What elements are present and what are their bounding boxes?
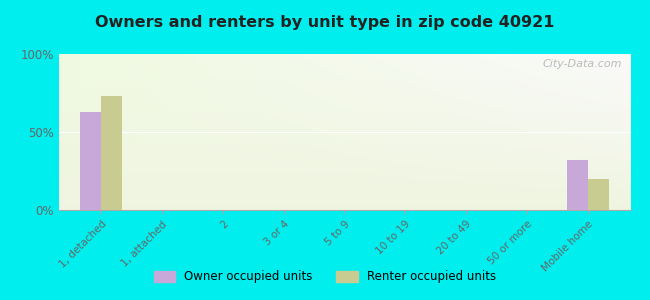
Bar xyxy=(101,96,122,210)
Bar xyxy=(80,112,101,210)
Bar xyxy=(567,160,588,210)
Legend: Owner occupied units, Renter occupied units: Owner occupied units, Renter occupied un… xyxy=(149,266,501,288)
Bar xyxy=(588,179,609,210)
Text: Owners and renters by unit type in zip code 40921: Owners and renters by unit type in zip c… xyxy=(96,15,554,30)
Text: City-Data.com: City-Data.com xyxy=(542,59,622,69)
